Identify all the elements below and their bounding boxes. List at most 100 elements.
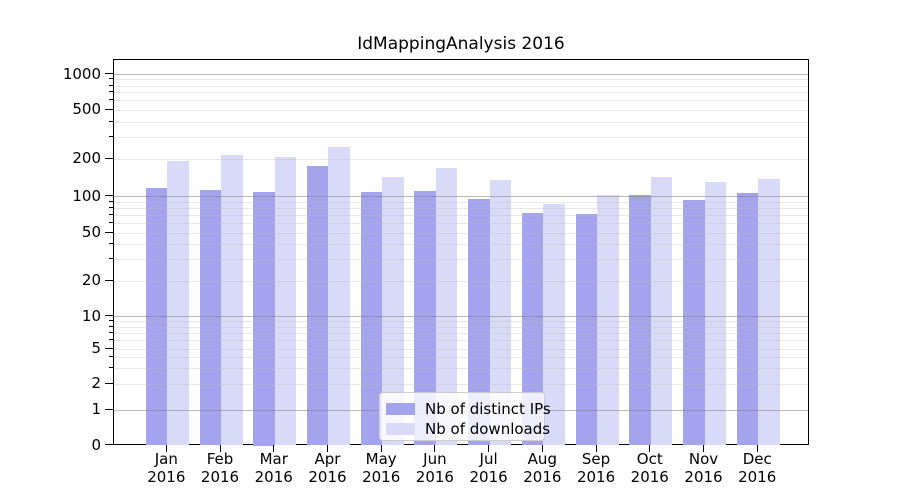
y-minor-tick-mark-3 xyxy=(109,367,113,369)
y-tick-label-50: 50 xyxy=(81,223,101,241)
gridline-major-10 xyxy=(114,316,808,318)
bar-nb-of-downloads-dec-2016 xyxy=(758,178,780,446)
y-minor-tick-mark-80 xyxy=(109,206,113,208)
y-tick-mark-10 xyxy=(105,315,113,317)
bar-nb-of-downloads-sep-2016 xyxy=(597,195,619,446)
y-minor-tick-mark-20 xyxy=(109,279,113,281)
bar-nb-of-downloads-jan-2016 xyxy=(167,161,189,446)
bar-nb-of-distinct-ips-may-2016 xyxy=(360,192,383,446)
legend-label-downloads: Nb of downloads xyxy=(425,419,551,438)
y-minor-tick-mark-4 xyxy=(109,356,113,358)
y-tick-mark-1000 xyxy=(105,73,113,74)
x-tick-label-jul-2016: Jul 2016 xyxy=(469,450,508,486)
bar-nb-of-downloads-jul-2016 xyxy=(489,180,512,446)
x-tick-label-mar-2016: Mar 2016 xyxy=(254,450,293,486)
bar-nb-of-distinct-ips-sep-2016 xyxy=(575,213,598,446)
legend-item-downloads: Nb of downloads xyxy=(386,419,550,438)
y-tick-label-0: 0 xyxy=(91,435,101,454)
bar-nb-of-distinct-ips-oct-2016 xyxy=(629,195,651,446)
bar-nb-of-distinct-ips-aug-2016 xyxy=(521,213,544,446)
gridline-minor-80 xyxy=(114,207,808,209)
y-minor-tick-mark-90 xyxy=(109,200,113,202)
y-tick-label-2: 2 xyxy=(91,374,101,393)
x-tick-mark-aug xyxy=(541,445,543,452)
x-tick-label-oct-2016: Oct 2016 xyxy=(630,450,669,486)
x-tick-mark-sep xyxy=(595,445,597,452)
gridline-minor-600 xyxy=(114,100,808,102)
y-minor-tick-mark-60 xyxy=(109,221,113,223)
gridline-minor-3 xyxy=(114,368,808,370)
bar-nb-of-distinct-ips-jun-2016 xyxy=(414,190,436,446)
x-tick-label-dec-2016: Dec 2016 xyxy=(738,450,777,486)
gridline-minor-8 xyxy=(114,326,808,328)
bar-nb-of-distinct-ips-dec-2016 xyxy=(736,192,759,446)
legend-item-distinct-ips: Nb of distinct IPs xyxy=(386,399,551,418)
gridline-minor-6 xyxy=(114,340,808,342)
legend-swatch-distinct-ips xyxy=(386,402,415,415)
bar-nb-of-distinct-ips-nov-2016 xyxy=(683,199,705,446)
x-tick-mark-nov xyxy=(703,445,704,452)
x-tick-label-nov-2016: Nov 2016 xyxy=(684,450,723,486)
bar-nb-of-downloads-nov-2016 xyxy=(704,182,726,446)
y-tick-label-10: 10 xyxy=(81,306,101,325)
x-tick-label-jan-2016: Jan 2016 xyxy=(147,450,186,486)
gridline-minor-90 xyxy=(114,201,808,203)
x-tick-mark-jul xyxy=(488,445,490,452)
y-minor-tick-mark-6 xyxy=(109,339,113,341)
gridline-minor-900 xyxy=(114,79,808,81)
bar-nb-of-downloads-feb-2016 xyxy=(221,155,243,446)
y-minor-tick-mark-900 xyxy=(109,78,113,80)
y-minor-tick-mark-40 xyxy=(109,243,113,245)
y-minor-tick-mark-200 xyxy=(109,157,113,159)
y-minor-tick-mark-600 xyxy=(109,99,113,101)
gridline-minor-40 xyxy=(114,244,808,246)
bar-nb-of-downloads-mar-2016 xyxy=(274,157,297,446)
legend-label-distinct-ips: Nb of distinct IPs xyxy=(425,399,551,418)
bar-nb-of-downloads-apr-2016 xyxy=(328,146,350,446)
y-minor-tick-mark-2 xyxy=(109,382,113,384)
x-tick-label-aug-2016: Aug 2016 xyxy=(523,450,562,486)
y-tick-label-1: 1 xyxy=(91,400,101,419)
y-minor-tick-mark-7 xyxy=(109,331,113,333)
y-minor-tick-mark-9 xyxy=(109,320,113,322)
x-tick-mark-may xyxy=(380,445,382,452)
x-tick-mark-jan xyxy=(165,445,167,452)
x-tick-mark-feb xyxy=(219,445,221,452)
gridline-minor-2 xyxy=(114,383,808,385)
y-minor-tick-mark-8 xyxy=(109,325,113,327)
gridline-minor-200 xyxy=(114,158,808,160)
gridline-minor-5 xyxy=(114,348,808,350)
y-tick-label-5: 5 xyxy=(91,339,101,358)
x-tick-label-jun-2016: Jun 2016 xyxy=(415,450,454,486)
gridline-minor-7 xyxy=(114,332,808,334)
legend-swatch-downloads xyxy=(386,422,415,435)
x-tick-label-sep-2016: Sep 2016 xyxy=(576,450,616,486)
gridline-minor-400 xyxy=(114,121,808,123)
gridline-minor-300 xyxy=(114,137,808,139)
bar-nb-of-distinct-ips-apr-2016 xyxy=(306,165,329,446)
y-tick-mark-1 xyxy=(105,408,113,410)
gridline-minor-700 xyxy=(114,92,808,94)
y-tick-mark-0 xyxy=(105,444,113,445)
x-tick-mark-mar xyxy=(273,445,275,452)
y-minor-tick-mark-400 xyxy=(109,120,113,122)
gridline-minor-70 xyxy=(114,214,808,216)
x-tick-mark-oct xyxy=(649,445,651,452)
y-minor-tick-mark-30 xyxy=(109,258,113,260)
y-tick-label-1000: 1000 xyxy=(62,64,101,83)
y-minor-tick-mark-800 xyxy=(109,84,113,86)
y-tick-label-500: 500 xyxy=(72,100,101,119)
gridline-minor-800 xyxy=(114,85,808,87)
bar-nb-of-distinct-ips-jul-2016 xyxy=(468,199,490,446)
y-tick-label-100: 100 xyxy=(72,186,101,205)
plot-area xyxy=(113,59,809,446)
x-tick-mark-dec xyxy=(756,445,758,452)
gridline-minor-50 xyxy=(114,232,808,234)
y-minor-tick-mark-500 xyxy=(109,108,113,110)
gridline-minor-4 xyxy=(114,357,808,359)
y-minor-tick-mark-70 xyxy=(109,213,113,215)
gridline-minor-500 xyxy=(114,109,808,111)
bar-nb-of-distinct-ips-feb-2016 xyxy=(199,190,222,446)
y-tick-mark-100 xyxy=(105,195,113,196)
gridline-minor-20 xyxy=(114,280,808,282)
